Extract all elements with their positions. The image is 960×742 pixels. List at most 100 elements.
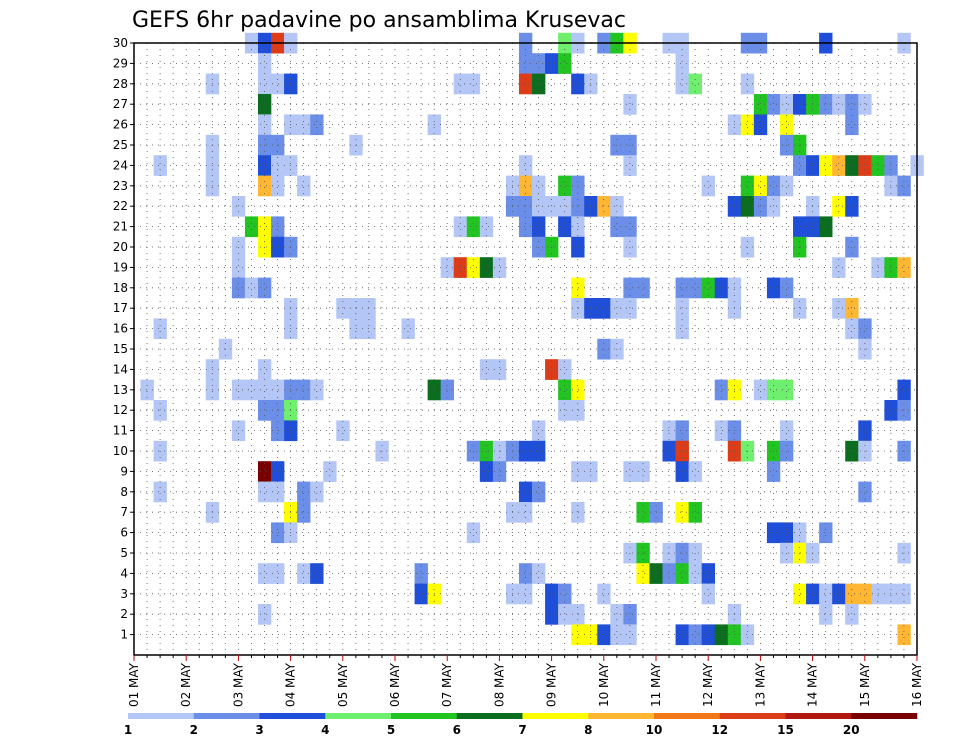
heatmap-cell [257, 114, 272, 136]
heatmap-cell [257, 175, 272, 197]
y-tick-label: 18 [113, 281, 128, 295]
colorbar-segment [325, 713, 392, 719]
heatmap-cell [231, 379, 246, 401]
y-tick-label: 19 [113, 260, 128, 274]
x-tick-label: 03 MAY [231, 662, 245, 707]
heatmap-cell [532, 216, 546, 238]
heatmap-cell [479, 359, 494, 380]
heatmap-cell [414, 563, 428, 584]
heatmap-cell [858, 420, 872, 442]
heatmap-cell [257, 94, 272, 115]
heatmap-cell [793, 94, 807, 115]
heatmap-cell [532, 73, 546, 95]
heatmap-cell [558, 359, 572, 380]
heatmap-cell [545, 53, 559, 74]
heatmap-cell [153, 481, 167, 503]
y-tick-label: 27 [113, 97, 128, 111]
heatmap-cell [675, 318, 689, 340]
heatmap-cell [518, 216, 533, 238]
heatmap-cell [688, 624, 702, 646]
heatmap-cell [257, 563, 272, 584]
heatmap-cell [701, 277, 716, 299]
heatmap-cell [766, 196, 781, 217]
heatmap-cell [336, 298, 350, 319]
heatmap-cell [271, 563, 285, 584]
heatmap-cell [623, 216, 637, 238]
y-tick-label: 26 [113, 118, 128, 132]
heatmap-cell [492, 257, 507, 278]
heatmap-cell [297, 502, 311, 523]
colorbar-label: 3 [255, 723, 263, 737]
heatmap-cell [688, 502, 702, 523]
heatmap-cell [740, 114, 755, 136]
y-tick-label: 2 [120, 607, 128, 621]
heatmap-cell [675, 53, 689, 74]
heatmap-cell [257, 379, 272, 401]
heatmap-cell [845, 583, 859, 605]
heatmap-cell [832, 298, 846, 319]
heatmap-cell [466, 522, 481, 544]
heatmap-cell [793, 155, 807, 176]
heatmap-cell [714, 624, 729, 646]
heatmap-cell [688, 73, 702, 95]
heatmap-cell [297, 563, 311, 584]
colorbar-label: 15 [777, 723, 794, 737]
x-tick-label: 10 MAY [597, 662, 611, 707]
heatmap-cell [271, 216, 285, 238]
heatmap-cell [662, 563, 676, 584]
heatmap-cell [675, 502, 689, 523]
heatmap-cell [545, 583, 559, 605]
heatmap-cell [766, 175, 781, 197]
heatmap-cell [323, 461, 337, 482]
heatmap-cell [310, 563, 324, 584]
heatmap-cell [558, 175, 572, 197]
heatmap-cell [257, 155, 272, 176]
heatmap-cell [753, 175, 768, 197]
heatmap-cell [779, 175, 794, 197]
heatmap-cell [453, 216, 468, 238]
heatmap-cell [858, 155, 872, 176]
colorbar-label: 10 [646, 723, 663, 737]
y-axis-ticks: 1234567891011121314151617181920212223242… [113, 36, 134, 642]
heatmap-cell [845, 94, 859, 115]
heatmap-cell [753, 196, 768, 217]
heatmap-cell [753, 94, 768, 115]
colorbar-segment [851, 713, 918, 719]
heatmap-cell [610, 216, 624, 238]
heatmap-cell [832, 196, 846, 217]
colorbar-segment [193, 713, 260, 719]
heatmap-cell [884, 583, 898, 605]
heatmap-cell [271, 175, 285, 197]
heatmap-cell [558, 583, 572, 605]
heatmap-cell [244, 216, 259, 238]
y-tick-label: 3 [120, 587, 128, 601]
heatmap-cell [244, 277, 259, 299]
y-tick-label: 5 [120, 546, 128, 560]
colorbar-label: 2 [190, 723, 198, 737]
heatmap-cell [271, 379, 285, 401]
heatmap-cell [558, 400, 572, 421]
heatmap-cell [819, 583, 833, 605]
heatmap-cell [597, 196, 611, 217]
colorbar-segment [391, 713, 458, 719]
heatmap-cell [766, 461, 781, 482]
heatmap-cell [257, 461, 272, 482]
heatmap-cell [636, 563, 650, 584]
heatmap-cell [701, 624, 716, 646]
heatmap-cell [479, 461, 494, 482]
y-tick-label: 30 [113, 36, 128, 50]
heatmap-cell [297, 175, 311, 197]
heatmap-cell [532, 196, 546, 217]
heatmap-cell [819, 522, 833, 544]
heatmap-cell [271, 155, 285, 176]
heatmap-cell [845, 604, 859, 625]
heatmap-cell [257, 73, 272, 95]
heatmap-cell [310, 481, 324, 503]
heatmap-cell [271, 481, 285, 503]
heatmap-cell [558, 216, 572, 238]
x-tick-label: 09 MAY [545, 662, 559, 707]
heatmap-cell [518, 175, 533, 197]
heatmap-cell [740, 624, 755, 646]
y-tick-label: 4 [120, 566, 128, 580]
